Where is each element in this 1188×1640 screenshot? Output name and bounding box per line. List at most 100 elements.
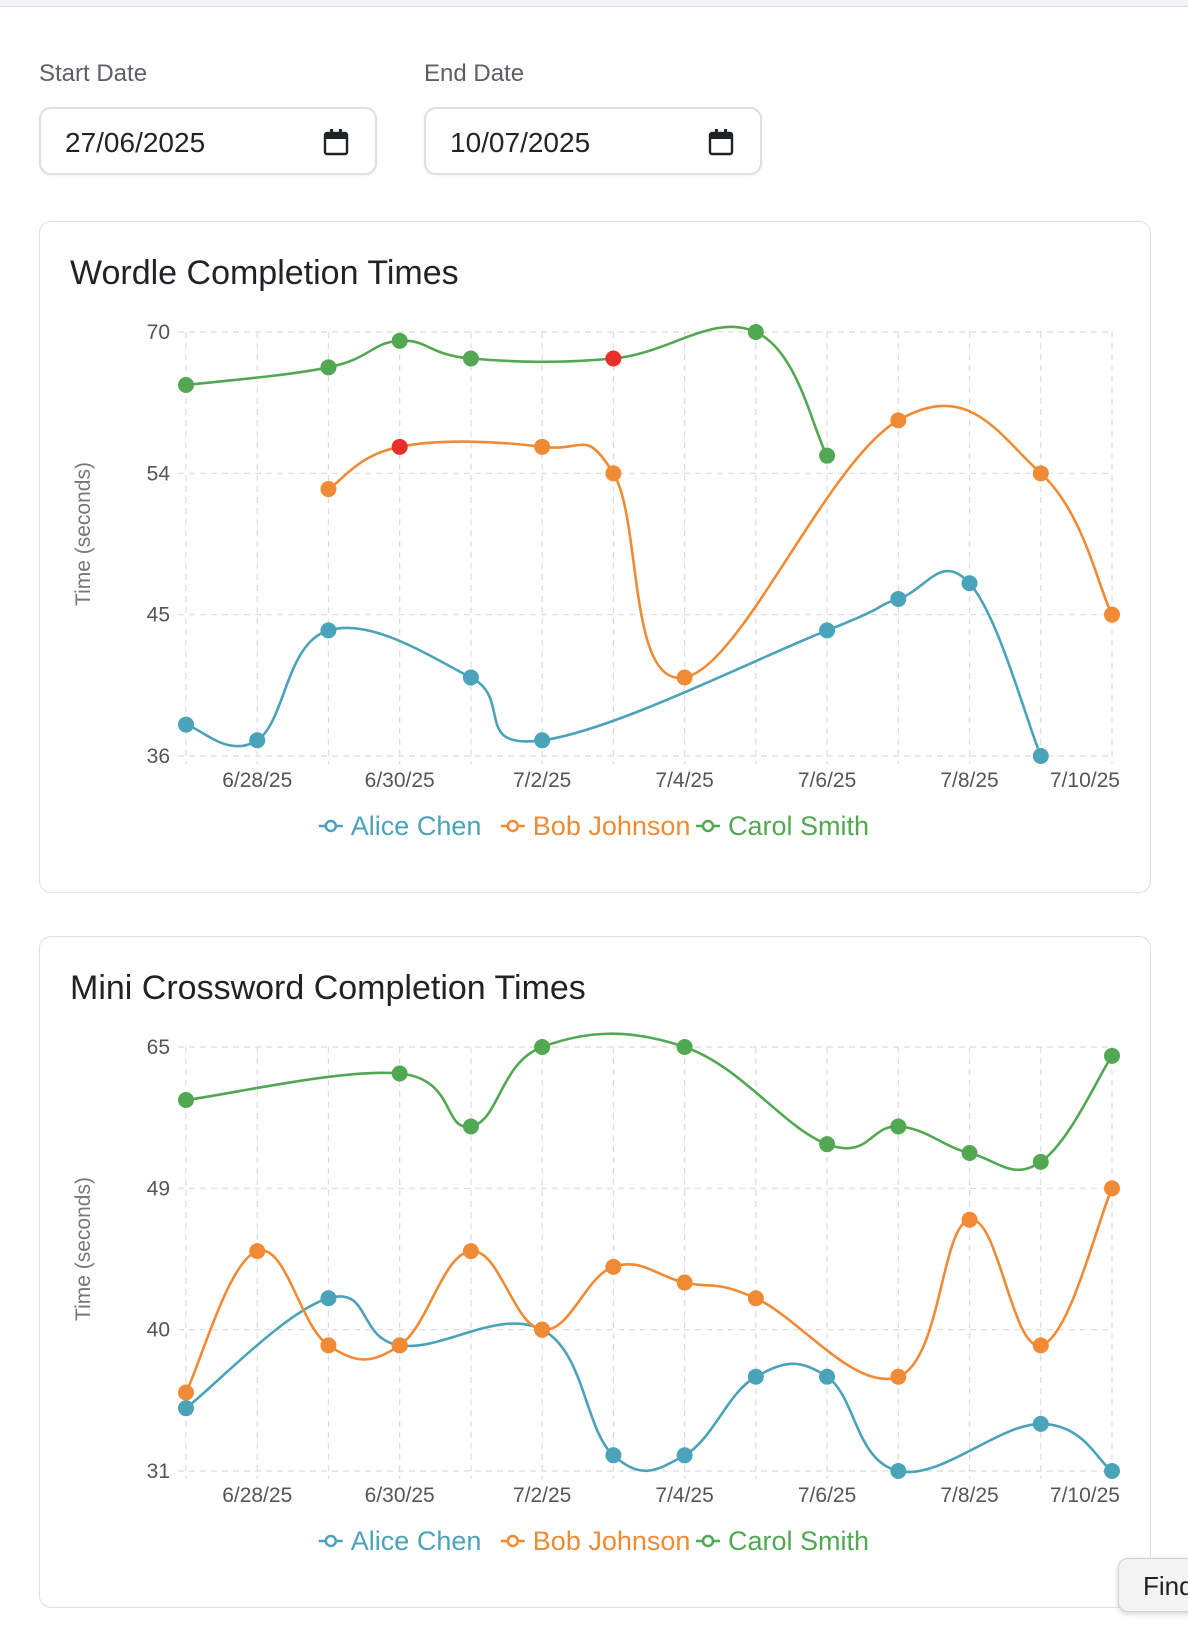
legend-label: Alice Chen [351, 811, 482, 841]
y-tick-label: 54 [147, 462, 171, 485]
y-axis-title: Time (seconds) [72, 462, 95, 606]
data-point[interactable] [819, 1136, 836, 1153]
data-point[interactable] [961, 1145, 978, 1161]
data-point[interactable] [605, 1447, 622, 1464]
legend-item[interactable]: Carol Smith [696, 811, 869, 841]
y-tick-label: 70 [147, 321, 170, 344]
data-point[interactable] [1104, 1047, 1120, 1064]
data-point[interactable] [676, 669, 693, 686]
data-point[interactable] [391, 1337, 408, 1354]
data-point[interactable] [1032, 1153, 1049, 1170]
data-point[interactable] [320, 1290, 337, 1307]
data-point[interactable] [1032, 1415, 1049, 1432]
series-line [327, 404, 1114, 679]
data-point[interactable] [178, 1092, 194, 1108]
data-point[interactable] [391, 1065, 408, 1082]
legend-marker-icon [506, 819, 520, 833]
data-point[interactable] [1032, 748, 1049, 764]
data-point[interactable] [676, 1039, 693, 1055]
data-point[interactable] [391, 438, 408, 455]
data-point[interactable] [890, 412, 907, 429]
data-point[interactable] [1104, 1180, 1120, 1197]
data-point[interactable] [890, 590, 907, 607]
x-tick-label: 6/28/25 [222, 1484, 292, 1507]
calendar-icon[interactable] [323, 128, 349, 156]
start-date-value: 27/06/2025 [65, 127, 206, 158]
legend-item[interactable]: Alice Chen [318, 1526, 482, 1556]
x-tick-label: 7/10/25 [1050, 1484, 1120, 1507]
data-point[interactable] [249, 1243, 266, 1260]
legend-item[interactable]: Carol Smith [696, 1526, 869, 1556]
legend-item[interactable]: Bob Johnson [500, 811, 691, 841]
data-point[interactable] [747, 1368, 764, 1385]
data-point[interactable] [676, 1447, 693, 1464]
data-point[interactable] [178, 1384, 194, 1401]
data-point[interactable] [178, 716, 194, 733]
data-point[interactable] [534, 732, 551, 749]
chart-title: Wordle Completion Times [70, 254, 459, 292]
x-tick-label: 7/4/25 [655, 1484, 713, 1507]
data-point[interactable] [890, 1368, 907, 1385]
start-date-input[interactable]: 27/06/2025 [39, 107, 377, 175]
end-date-input[interactable]: 10/07/2025 [424, 107, 762, 175]
data-point[interactable] [747, 1290, 764, 1307]
series-line [185, 1295, 1113, 1474]
data-point[interactable] [462, 350, 479, 367]
y-axis-title: Time (seconds) [72, 1177, 95, 1321]
data-point[interactable] [676, 1274, 693, 1291]
y-tick-label: 40 [147, 1319, 170, 1342]
calendar-icon[interactable] [708, 128, 734, 156]
data-point[interactable] [961, 1211, 978, 1228]
data-point[interactable] [1032, 1337, 1049, 1354]
data-point[interactable] [747, 324, 764, 340]
data-point[interactable] [462, 669, 479, 686]
data-point[interactable] [1032, 465, 1049, 482]
data-point[interactable] [819, 622, 836, 639]
legend-label: Bob Johnson [533, 811, 691, 841]
data-point[interactable] [605, 350, 622, 367]
data-point[interactable] [1104, 606, 1120, 623]
start-date-label: Start Date [39, 60, 148, 87]
data-point[interactable] [819, 447, 836, 464]
legend-marker-icon [324, 1534, 338, 1548]
data-point[interactable] [320, 1337, 337, 1354]
data-point[interactable] [890, 1463, 907, 1479]
x-tick-label: 7/2/25 [513, 1484, 571, 1507]
data-point[interactable] [249, 732, 266, 749]
data-point[interactable] [819, 1368, 836, 1385]
y-tick-label: 36 [147, 745, 170, 768]
data-point[interactable] [391, 332, 408, 349]
data-point[interactable] [961, 575, 978, 592]
data-point[interactable] [1104, 1463, 1120, 1479]
legend-marker-icon [324, 819, 338, 833]
legend-label: Bob Johnson [533, 1526, 691, 1556]
series-line [185, 325, 829, 457]
wordle-chart-card: Wordle Completion Times 36 45 54 70 6/28/25 6… [39, 221, 1151, 893]
data-point[interactable] [320, 359, 337, 376]
legend-item[interactable]: Alice Chen [318, 811, 482, 841]
x-tick-label: 7/8/25 [940, 1484, 998, 1507]
data-point[interactable] [890, 1118, 907, 1135]
data-point[interactable] [534, 1321, 551, 1338]
data-point[interactable] [178, 377, 194, 393]
chart-title: Mini Crossword Completion Times [70, 969, 586, 1007]
legend-item[interactable]: Bob Johnson [500, 1526, 691, 1556]
data-point[interactable] [534, 438, 551, 455]
data-point[interactable] [462, 1243, 479, 1260]
series-line [185, 569, 1043, 757]
legend-marker-icon [701, 1534, 715, 1548]
data-point[interactable] [320, 481, 337, 498]
find-button[interactable]: Find [1118, 1558, 1188, 1612]
x-tick-label: 6/30/25 [365, 769, 435, 792]
data-point[interactable] [320, 622, 337, 639]
data-point[interactable] [534, 1039, 551, 1055]
data-point[interactable] [462, 1118, 479, 1135]
data-point[interactable] [605, 1258, 622, 1275]
x-tick-label: 7/6/25 [798, 769, 856, 792]
data-point[interactable] [605, 465, 622, 482]
legend-label: Carol Smith [728, 811, 869, 841]
data-point[interactable] [178, 1400, 194, 1417]
legend-label: Alice Chen [351, 1526, 482, 1556]
x-tick-label: 7/8/25 [940, 769, 998, 792]
crossword-chart-card: Mini Crossword Completion Times 31 40 49 65… [39, 936, 1151, 1608]
